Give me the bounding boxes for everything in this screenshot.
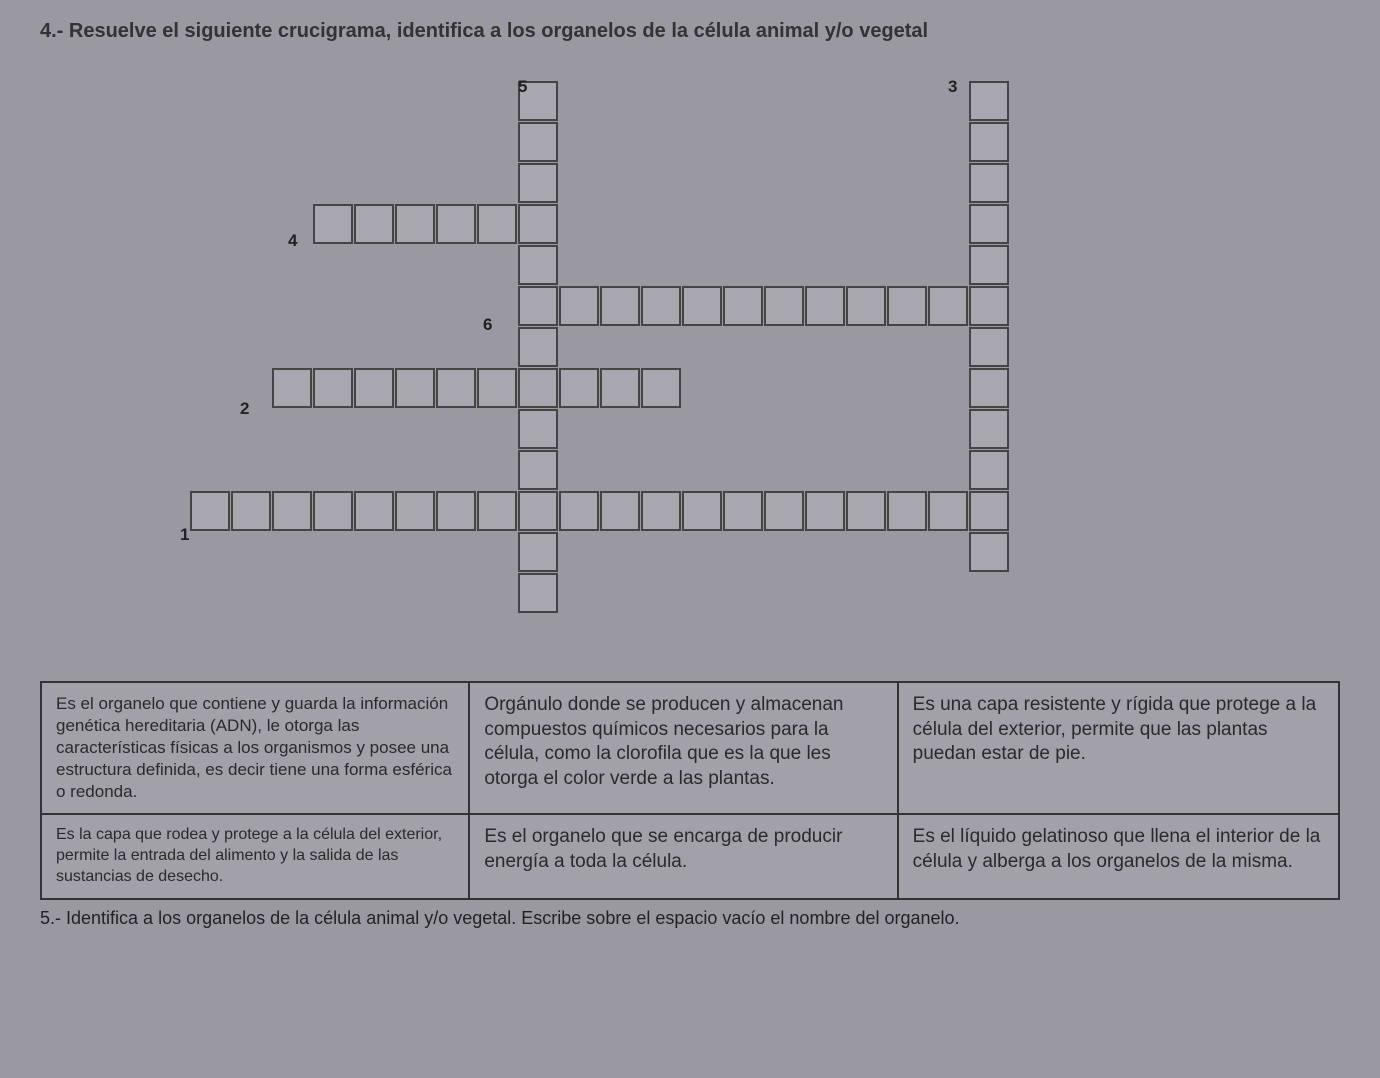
clues-table: Es el organelo que contiene y guarda la …: [40, 681, 1340, 900]
crossword-number-label: 2: [240, 399, 249, 419]
crossword-cell[interactable]: [559, 368, 599, 408]
crossword-cell[interactable]: [887, 286, 927, 326]
crossword-cell[interactable]: [477, 491, 517, 531]
crossword-cell[interactable]: [723, 491, 763, 531]
crossword-cell[interactable]: [477, 204, 517, 244]
crossword-cell[interactable]: [969, 450, 1009, 490]
crossword-cell[interactable]: [641, 286, 681, 326]
crossword-cell[interactable]: [518, 245, 558, 285]
crossword-cell[interactable]: [969, 491, 1009, 531]
crossword-cell[interactable]: [477, 368, 517, 408]
crossword-cell[interactable]: [969, 409, 1009, 449]
crossword-cell[interactable]: [682, 491, 722, 531]
crossword-cell[interactable]: [518, 204, 558, 244]
crossword-cell[interactable]: [600, 286, 640, 326]
crossword-cell[interactable]: [969, 204, 1009, 244]
crossword-cell[interactable]: [436, 204, 476, 244]
crossword-number-label: 1: [180, 525, 189, 545]
crossword-cell[interactable]: [969, 122, 1009, 162]
crossword-cell[interactable]: [354, 368, 394, 408]
crossword-cell[interactable]: [846, 491, 886, 531]
clue-cell: Es el organelo que contiene y guarda la …: [41, 682, 469, 814]
crossword-cell[interactable]: [969, 286, 1009, 326]
crossword-cell[interactable]: [518, 450, 558, 490]
crossword-grid: 534621: [190, 61, 1190, 661]
clue-cell: Es una capa resistente y rígida que prot…: [898, 682, 1339, 814]
crossword-cell[interactable]: [395, 368, 435, 408]
clue-cell: Es el líquido gelatinoso que llena el in…: [898, 814, 1339, 898]
crossword-number-label: 4: [288, 231, 297, 251]
crossword-cell[interactable]: [313, 204, 353, 244]
crossword-cell[interactable]: [518, 327, 558, 367]
crossword-number-label: 3: [948, 77, 957, 97]
crossword-cell[interactable]: [436, 368, 476, 408]
crossword-cell[interactable]: [559, 491, 599, 531]
crossword-cell[interactable]: [969, 368, 1009, 408]
crossword-cell[interactable]: [969, 327, 1009, 367]
crossword-number-label: 6: [483, 315, 492, 335]
crossword-cell[interactable]: [313, 368, 353, 408]
crossword-cell[interactable]: [682, 286, 722, 326]
crossword-cell[interactable]: [518, 122, 558, 162]
crossword-cell[interactable]: [641, 368, 681, 408]
crossword-cell[interactable]: [764, 286, 804, 326]
clue-cell: Orgánulo donde se producen y almacenan c…: [469, 682, 897, 814]
clue-cell: Es la capa que rodea y protege a la célu…: [41, 814, 469, 898]
footer-instruction: 5.- Identifica a los organelos de la cél…: [40, 908, 1340, 929]
crossword-cell[interactable]: [436, 491, 476, 531]
crossword-cell[interactable]: [395, 204, 435, 244]
crossword-cell[interactable]: [969, 81, 1009, 121]
page-title: 4.- Resuelve el siguiente crucigrama, id…: [40, 20, 1340, 43]
crossword-cell[interactable]: [518, 491, 558, 531]
crossword-number-label: 5: [518, 77, 527, 97]
crossword-cell[interactable]: [518, 368, 558, 408]
crossword-cell[interactable]: [600, 368, 640, 408]
crossword-cell[interactable]: [559, 286, 599, 326]
crossword-cell[interactable]: [969, 245, 1009, 285]
crossword-cell[interactable]: [354, 204, 394, 244]
crossword-cell[interactable]: [518, 163, 558, 203]
crossword-cell[interactable]: [518, 286, 558, 326]
crossword-cell[interactable]: [969, 163, 1009, 203]
crossword-cell[interactable]: [518, 573, 558, 613]
crossword-cell[interactable]: [354, 491, 394, 531]
crossword-cell[interactable]: [805, 286, 845, 326]
crossword-cell[interactable]: [190, 491, 230, 531]
crossword-cell[interactable]: [641, 491, 681, 531]
crossword-cell[interactable]: [395, 491, 435, 531]
crossword-cell[interactable]: [764, 491, 804, 531]
crossword-cell[interactable]: [928, 491, 968, 531]
crossword-cell[interactable]: [518, 532, 558, 572]
crossword-cell[interactable]: [969, 532, 1009, 572]
crossword-cell[interactable]: [272, 368, 312, 408]
crossword-cell[interactable]: [518, 409, 558, 449]
crossword-cell[interactable]: [928, 286, 968, 326]
crossword-cell[interactable]: [887, 491, 927, 531]
crossword-cell[interactable]: [231, 491, 271, 531]
crossword-cell[interactable]: [723, 286, 763, 326]
crossword-cell[interactable]: [313, 491, 353, 531]
crossword-cell[interactable]: [805, 491, 845, 531]
crossword-cell[interactable]: [600, 491, 640, 531]
crossword-cell[interactable]: [272, 491, 312, 531]
clue-cell: Es el organelo que se encarga de produci…: [469, 814, 897, 898]
crossword-cell[interactable]: [846, 286, 886, 326]
